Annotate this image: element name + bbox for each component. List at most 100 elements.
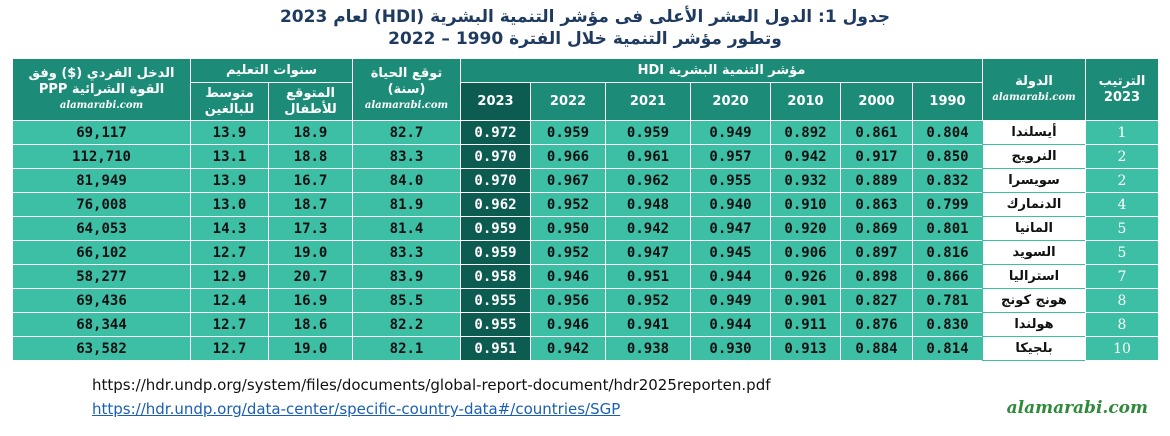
year-header: 2000 bbox=[840, 82, 913, 121]
table-row: 8 هولندا 0.830 0.876 0.911 0.944 0.941 0.946 0.9… bbox=[12, 312, 1159, 337]
table-cell: 0.830 bbox=[912, 312, 983, 337]
header-cell: الدخل الفردي ($) وفق القوة الشرائية PPP a… bbox=[12, 58, 191, 121]
header-cell: متوسط للبالغين bbox=[190, 82, 269, 121]
table-cell: 12.7 bbox=[190, 336, 269, 361]
source-text: https://hdr.undp.org/system/files/docume… bbox=[92, 376, 771, 394]
table-row: 2 سويسرا 0.832 0.889 0.932 0.955 0.962 0.967 0.9… bbox=[12, 168, 1159, 193]
table-cell: 69,436 bbox=[12, 288, 191, 313]
header-cell: سنوات التعليم bbox=[190, 58, 353, 83]
header-row: الترتيب 2023 الدولة alamarabi.com مؤشر التن… bbox=[12, 58, 1159, 121]
table-cell: 0.952 bbox=[530, 240, 606, 265]
table-row: 5 المانيا 0.801 0.869 0.920 0.947 0.942 0.950 0.… bbox=[12, 216, 1159, 241]
table-cell: 0.926 bbox=[770, 264, 841, 289]
table-cell: 0.832 bbox=[912, 168, 983, 193]
site-mark: alamarabi.com bbox=[364, 99, 449, 111]
header-cell: مؤشر التنمية البشرية HDI bbox=[460, 58, 983, 83]
table-cell: 0.946 bbox=[530, 312, 606, 337]
table-cell: أيسلندا bbox=[982, 120, 1086, 145]
table-row: 8 هونج كونج 0.781 0.827 0.901 0.949 0.952 0.956… bbox=[12, 288, 1159, 313]
table-cell: 0.949 bbox=[690, 288, 771, 313]
table-cell: 82.2 bbox=[352, 312, 461, 337]
header-text: توقع الحياة (سنة) bbox=[370, 65, 443, 97]
table-cell: 0.801 bbox=[912, 216, 983, 241]
table-cell: 0.863 bbox=[840, 192, 913, 217]
header-row: 1990 2000 2010 2020 2021 2022 2023 المتوقع للأط… bbox=[13, 82, 1159, 121]
table-cell: 2 bbox=[1085, 144, 1159, 169]
table-cell: 81,949 bbox=[12, 168, 191, 193]
header-cell: المتوقع للأطفال bbox=[268, 82, 353, 121]
table-cell: 0.889 bbox=[840, 168, 913, 193]
table-cell: 0.898 bbox=[840, 264, 913, 289]
table-cell: 18.9 bbox=[268, 120, 353, 145]
year-header: 2022 bbox=[530, 82, 606, 121]
year-header: 2023 bbox=[460, 82, 531, 121]
table-cell: 0.955 bbox=[690, 168, 771, 193]
site-mark: alamarabi.com bbox=[59, 99, 144, 111]
table-cell: 12.9 bbox=[190, 264, 269, 289]
table-cell: 0.897 bbox=[840, 240, 913, 265]
table-cell: 12.4 bbox=[190, 288, 269, 313]
year-header: 2021 bbox=[605, 82, 691, 121]
table-cell: 5 bbox=[1085, 240, 1159, 265]
year-header: 2010 bbox=[770, 82, 841, 121]
table-cell: 0.959 bbox=[460, 240, 531, 265]
source-link[interactable]: https://hdr.undp.org/data-center/specifi… bbox=[92, 400, 621, 418]
table-cell: هونج كونج bbox=[982, 288, 1086, 313]
table-cell: 13.9 bbox=[190, 168, 269, 193]
table-row: 7 استراليا 0.866 0.898 0.926 0.944 0.951 0.946 0… bbox=[12, 264, 1159, 289]
table-cell: سويسرا bbox=[982, 168, 1086, 193]
table-cell: 18.8 bbox=[268, 144, 353, 169]
table-cell: 10 bbox=[1085, 336, 1159, 361]
table-cell: 81.4 bbox=[352, 216, 461, 241]
table-cell: النرويج bbox=[982, 144, 1086, 169]
table-cell: 112,710 bbox=[12, 144, 191, 169]
table-cell: 81.9 bbox=[352, 192, 461, 217]
year-header: 1990 bbox=[912, 82, 983, 121]
table-row: 1 أيسلندا 0.804 0.861 0.892 0.949 0.959 0.959 0.… bbox=[12, 120, 1159, 145]
table-cell: 8 bbox=[1085, 312, 1159, 337]
table-cell: 0.876 bbox=[840, 312, 913, 337]
table-cell: 69,117 bbox=[12, 120, 191, 145]
table-cell: 0.962 bbox=[605, 168, 691, 193]
table-cell: 0.972 bbox=[460, 120, 531, 145]
table-row: 5 السويد 0.816 0.897 0.906 0.945 0.947 0.952 0.9… bbox=[12, 240, 1159, 265]
table-cell: 0.940 bbox=[690, 192, 771, 217]
table-cell: 0.955 bbox=[460, 312, 531, 337]
table-row: 4 الدنمارك 0.799 0.863 0.910 0.940 0.948 0.952 0… bbox=[12, 192, 1159, 217]
table-cell: 1 bbox=[1085, 120, 1159, 145]
table-cell: 0.942 bbox=[530, 336, 606, 361]
table-cell: 18.6 bbox=[268, 312, 353, 337]
table-cell: هولندا bbox=[982, 312, 1086, 337]
table-cell: 0.967 bbox=[530, 168, 606, 193]
table-cell: 68,344 bbox=[12, 312, 191, 337]
title-line: وتطور مؤشر التنمية خلال الفترة 1990 – 20… bbox=[388, 29, 782, 49]
table-cell: 18.7 bbox=[268, 192, 353, 217]
table-cell: بلجيكا bbox=[982, 336, 1086, 361]
table-cell: 16.7 bbox=[268, 168, 353, 193]
table-cell: 17.3 bbox=[268, 216, 353, 241]
hdi-table: الترتيب 2023 الدولة alamarabi.com مؤشر التن… bbox=[12, 58, 1159, 361]
table-cell: 0.827 bbox=[840, 288, 913, 313]
table-cell: 16.9 bbox=[268, 288, 353, 313]
table-cell: 0.959 bbox=[530, 120, 606, 145]
table-cell: 19.0 bbox=[268, 240, 353, 265]
year-header: 2020 bbox=[690, 82, 771, 121]
table-cell: 66,102 bbox=[12, 240, 191, 265]
table-cell: 0.947 bbox=[605, 240, 691, 265]
table-cell: 0.952 bbox=[530, 192, 606, 217]
table-cell: 0.901 bbox=[770, 288, 841, 313]
table-cell: 82.1 bbox=[352, 336, 461, 361]
table-cell: 13.0 bbox=[190, 192, 269, 217]
table-cell: 0.956 bbox=[530, 288, 606, 313]
table-cell: 83.3 bbox=[352, 144, 461, 169]
site-mark: alamarabi.com bbox=[1006, 398, 1148, 418]
title-line: جدول 1: الدول العشر الأعلى فى مؤشر التنم… bbox=[279, 7, 891, 27]
table-cell: 0.959 bbox=[460, 216, 531, 241]
table-cell: 0.884 bbox=[840, 336, 913, 361]
table-cell: 0.917 bbox=[840, 144, 913, 169]
table-cell: المانيا bbox=[982, 216, 1086, 241]
table-cell: 0.942 bbox=[770, 144, 841, 169]
table-cell: 0.930 bbox=[690, 336, 771, 361]
table-cell: 0.911 bbox=[770, 312, 841, 337]
